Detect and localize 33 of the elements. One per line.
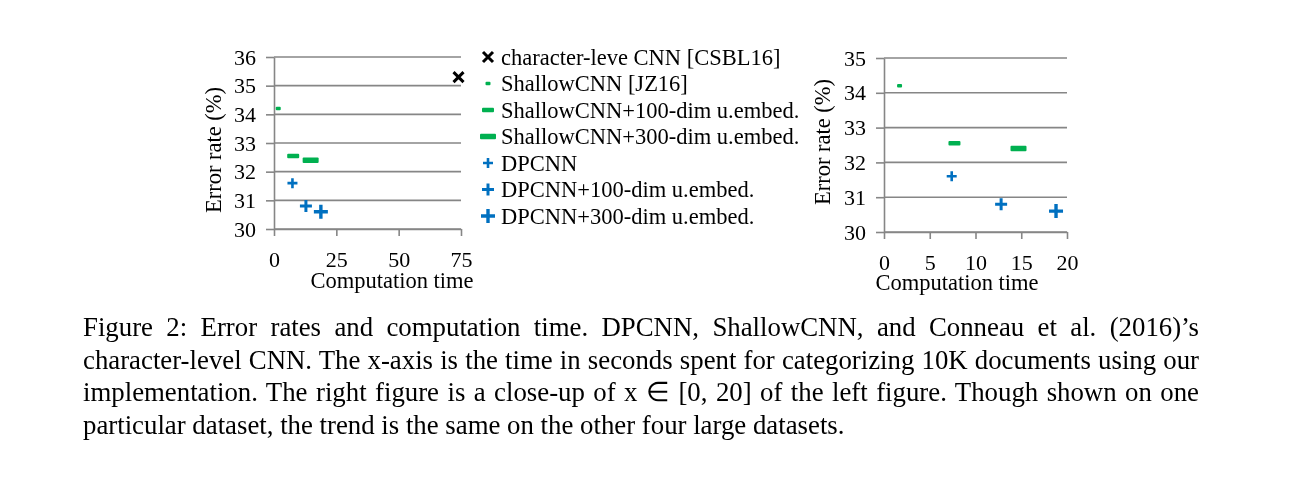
y-tick-label: 33 [234,130,256,156]
x-tick-label: 0 [269,246,280,272]
point [993,196,1009,212]
y-tick-label: 32 [234,159,256,185]
y-tick-label: 32 [844,149,866,175]
point [1047,202,1065,220]
y-tick-label: 34 [234,101,256,127]
y-tick-label: 36 [234,44,256,70]
point [312,203,330,221]
y-tick-label: 35 [234,73,256,99]
legend-label: DPCNN+100-dim u.embed. [501,177,755,202]
caption: Figure 2: Error rates and computation time. DPCNN, ShallowCNN, and Conneau et al. (2016)’s character-level CNN. The x-axis is the time in seconds spent for categorizing 10K documents using our implementation. The right figure is a close-up of x ∈ [0, 20] of the left figure. Though shown on one particular dataset, the trend is the same on the other four large datasets. [83,311,1199,442]
y-tick-label: 34 [844,80,866,106]
legend-label: ShallowCNN+300-dim u.embed. [501,124,800,149]
y-tick-label: 31 [234,187,256,213]
y-tick-label: 33 [844,115,866,141]
point [286,176,299,190]
point [945,170,959,183]
point [897,84,903,88]
point [452,70,466,84]
y-axis-title: Error rate (%) [809,78,835,206]
point [298,198,314,214]
x-tick-label: 20 [1056,249,1079,275]
y-axis-title: Error rate (%) [200,86,226,214]
legend-label: ShallowCNN+100-dim u.embed. [501,97,800,123]
y-tick-label: 31 [844,184,866,210]
y-tick-label: 30 [844,219,866,245]
legend-label: character-leve CNN [CSBL16] [501,44,781,70]
y-tick-label: 30 [234,216,256,242]
legend-label: DPCNN+300-dim u.embed. [501,203,755,229]
legend-label: DPCNN [501,150,578,176]
y-tick-label: 35 [844,45,866,71]
legend-label: ShallowCNN [JZ16] [501,71,688,96]
